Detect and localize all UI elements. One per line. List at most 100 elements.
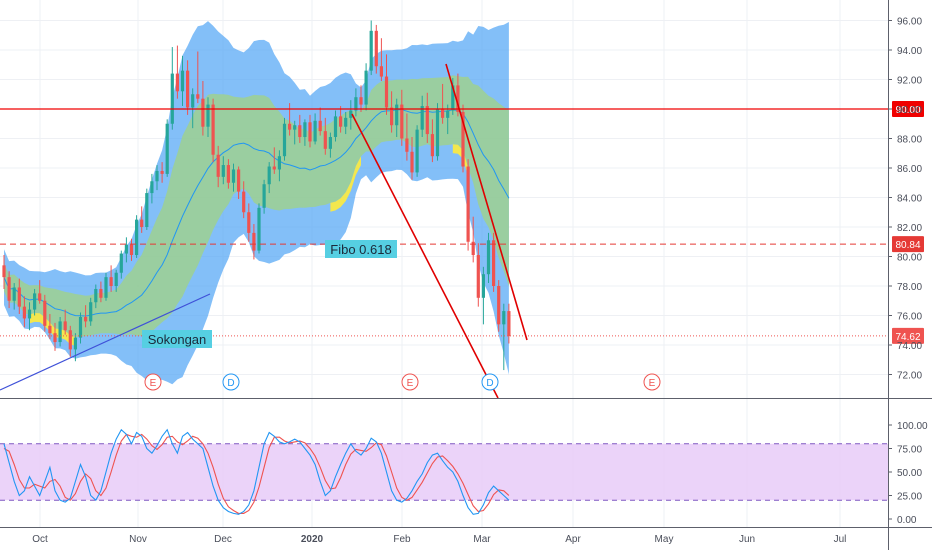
event-marker-dividend bbox=[222, 373, 240, 391]
candle-body bbox=[226, 165, 230, 183]
time-tick-label: Nov bbox=[129, 534, 147, 545]
candle-body bbox=[257, 207, 261, 251]
event-marker-label: E bbox=[150, 378, 157, 389]
candle-body bbox=[231, 169, 236, 183]
candle-body bbox=[323, 131, 327, 149]
candle-body bbox=[492, 240, 496, 286]
event-marker-earnings bbox=[643, 373, 661, 391]
event-marker-earnings bbox=[144, 373, 162, 391]
candle-body bbox=[359, 97, 363, 105]
horizontal-levels: 90.00 80.84 74.62 bbox=[0, 101, 924, 344]
candle-body bbox=[180, 70, 185, 92]
candle-body bbox=[420, 106, 424, 130]
candle-body bbox=[272, 166, 276, 170]
stoch-tick-label: 0.00 bbox=[897, 515, 917, 526]
candle-body bbox=[502, 311, 506, 325]
candle-body bbox=[48, 325, 52, 334]
candle-body bbox=[293, 125, 297, 130]
stoch-band bbox=[0, 443, 888, 501]
candle-body bbox=[22, 306, 26, 319]
level-price-badge bbox=[892, 327, 924, 344]
candle-body bbox=[104, 277, 108, 298]
candle-body bbox=[379, 66, 383, 77]
candle-body bbox=[344, 117, 348, 127]
candle-body bbox=[298, 125, 302, 138]
stoch-tick-label: 100.00 bbox=[897, 421, 928, 432]
candle-body bbox=[78, 316, 83, 338]
candle-body bbox=[140, 219, 144, 227]
level-price-label: 74.62 bbox=[895, 332, 920, 343]
candle-body bbox=[247, 212, 251, 233]
candle-body bbox=[221, 165, 225, 177]
price-tick-label: 92.00 bbox=[897, 76, 922, 87]
candle-body bbox=[308, 122, 312, 142]
candle-body bbox=[7, 277, 11, 301]
price-tick-label: 80.00 bbox=[897, 253, 922, 264]
time-tick-label: Jun bbox=[739, 534, 755, 545]
candle-body bbox=[114, 272, 118, 286]
candle-body bbox=[466, 166, 470, 242]
candle-body bbox=[446, 110, 450, 118]
candle-body bbox=[211, 104, 215, 155]
time-tick-label: Mar bbox=[473, 534, 491, 545]
price-tick-label: 88.00 bbox=[897, 135, 922, 146]
event-marker-label: E bbox=[649, 378, 656, 389]
price-tick-label: 94.00 bbox=[897, 46, 922, 57]
downtrend-line-1 bbox=[351, 113, 499, 399]
support-trendline bbox=[0, 293, 211, 391]
candle-body bbox=[435, 109, 440, 157]
downtrend-line-2 bbox=[445, 63, 528, 341]
sokongan-label-box bbox=[142, 330, 212, 348]
candle-body bbox=[43, 300, 47, 326]
candle-body bbox=[170, 73, 174, 124]
candle-body bbox=[155, 170, 159, 182]
candle-body bbox=[405, 138, 409, 152]
candle-body bbox=[160, 170, 164, 174]
event-marker-earnings bbox=[401, 373, 419, 391]
candle-body bbox=[33, 293, 37, 310]
level-price-label: 80.84 bbox=[895, 240, 920, 251]
candle-body bbox=[237, 169, 241, 192]
candle-body bbox=[507, 311, 511, 337]
price-tick-label: 74.00 bbox=[897, 341, 922, 352]
candle-body bbox=[201, 98, 205, 127]
candle-body bbox=[374, 30, 378, 67]
candle-body bbox=[486, 240, 491, 275]
event-marker-label: D bbox=[227, 378, 234, 389]
candle-body bbox=[282, 123, 287, 157]
sokongan-label: Sokongan bbox=[148, 332, 207, 347]
candle-body bbox=[497, 286, 501, 325]
price-tick-label: 90.00 bbox=[897, 105, 922, 116]
time-tick-label: 2020 bbox=[301, 534, 324, 545]
candle-body bbox=[288, 123, 292, 130]
fibo-label: Fibo 0.618 bbox=[330, 242, 391, 257]
candle-body bbox=[63, 321, 67, 331]
time-tick-label: Feb bbox=[393, 534, 411, 545]
candle-body bbox=[471, 241, 475, 256]
stoch-tick-label: 25.00 bbox=[897, 492, 922, 503]
candle-body bbox=[129, 244, 134, 256]
candle-body bbox=[186, 70, 190, 108]
price-tick-label: 86.00 bbox=[897, 164, 922, 175]
candle-body bbox=[328, 137, 332, 149]
candle-body bbox=[384, 76, 389, 108]
candle-body bbox=[135, 219, 139, 256]
candle-body bbox=[262, 184, 266, 208]
candle-body bbox=[410, 151, 414, 173]
candle-body bbox=[400, 104, 404, 139]
event-marker-label: E bbox=[407, 378, 414, 389]
candle-body bbox=[451, 85, 455, 111]
candle-body bbox=[206, 104, 210, 127]
candle-body bbox=[119, 253, 123, 273]
candle-body bbox=[425, 106, 429, 135]
stoch-tick-label: 50.00 bbox=[897, 468, 922, 479]
price-tick-label: 82.00 bbox=[897, 223, 922, 234]
candle-body bbox=[415, 129, 419, 173]
time-tick-label: May bbox=[655, 534, 674, 545]
event-marker-dividend bbox=[481, 373, 499, 391]
candle-body bbox=[277, 156, 281, 170]
highlight-patch bbox=[29, 313, 76, 346]
stochastic-pane bbox=[0, 428, 888, 515]
